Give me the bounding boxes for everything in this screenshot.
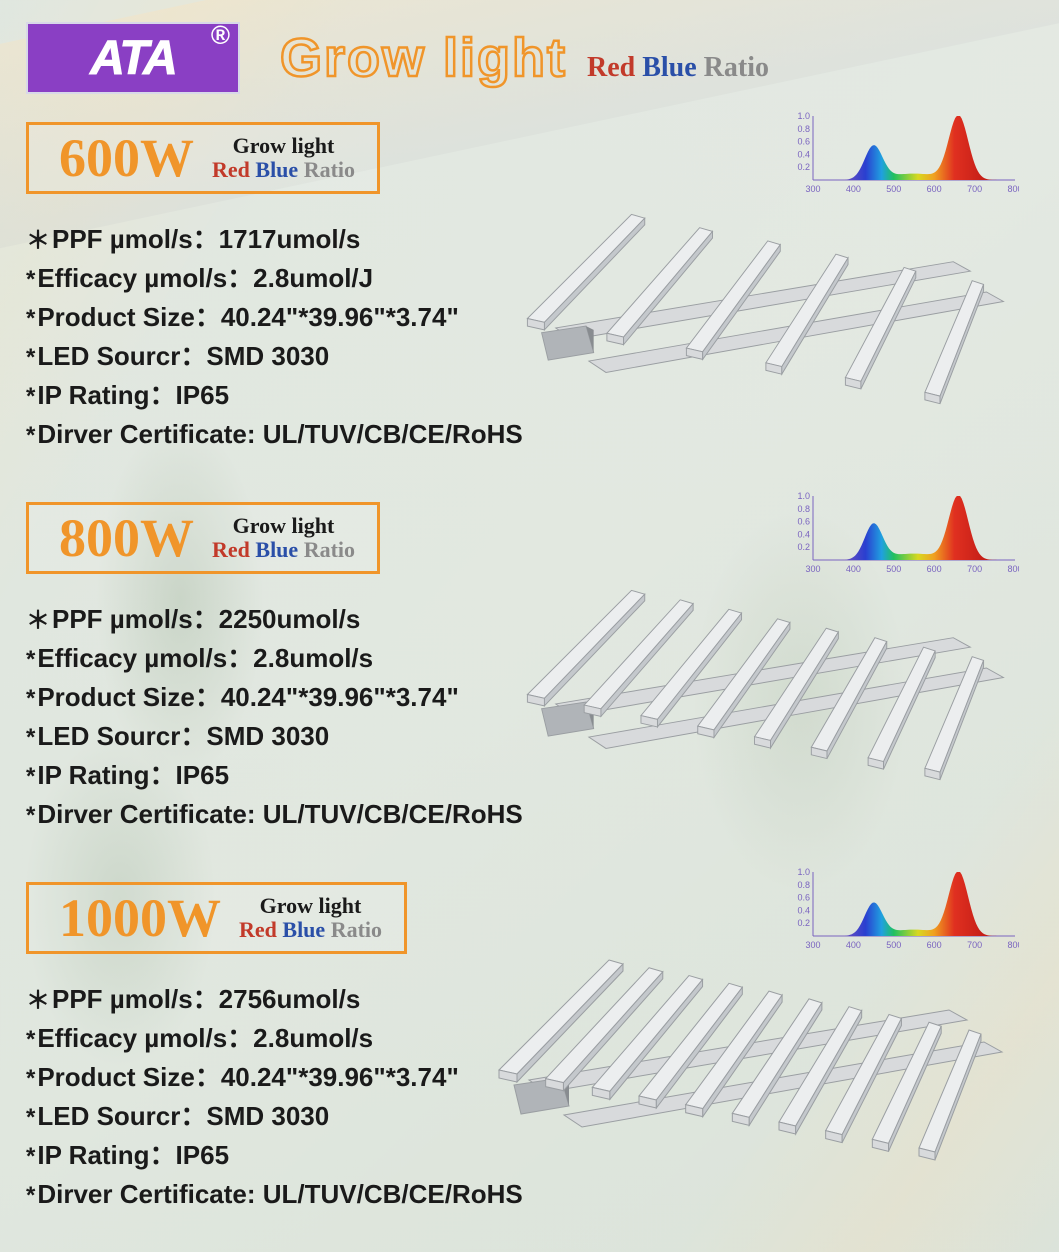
product-800w: 0.20.40.60.81.0300400500600700800: [0, 502, 1059, 862]
registered-mark: ®: [211, 20, 230, 51]
svg-text:0.4: 0.4: [797, 529, 810, 539]
svg-text:1.0: 1.0: [797, 112, 810, 121]
badge-grow-light: Grow light: [239, 894, 382, 918]
brand-logo-text: ATA: [90, 31, 176, 86]
product-600w: 0.20.40.60.81.0300400500600700800: [0, 122, 1059, 482]
spec-cert: *Dirver Certificate: UL/TUV/CB/CE/RoHS: [26, 415, 1059, 454]
svg-text:1.0: 1.0: [797, 492, 810, 501]
svg-text:0.8: 0.8: [797, 504, 810, 514]
svg-text:0.4: 0.4: [797, 149, 810, 159]
svg-text:0.4: 0.4: [797, 905, 810, 915]
product-1000w: 0.20.40.60.81.0300400500600700800: [0, 882, 1059, 1242]
svg-text:0.8: 0.8: [797, 124, 810, 134]
svg-text:0.8: 0.8: [797, 880, 810, 890]
header: ATA ® Grow light Red Blue Ratio: [0, 0, 1059, 94]
wattage-value: 1000W: [59, 891, 221, 945]
wattage-badge: 1000W Grow light Red Blue Ratio: [26, 882, 407, 954]
badge-red-blue-ratio: Red Blue Ratio: [212, 158, 355, 182]
svg-text:0.6: 0.6: [797, 137, 810, 147]
wattage-value: 600W: [59, 131, 194, 185]
wattage-badge: 800W Grow light Red Blue Ratio: [26, 502, 380, 574]
wattage-value: 800W: [59, 511, 194, 565]
spectrum-chart: 0.20.40.60.81.0300400500600700800: [789, 112, 1019, 194]
brand-logo: ATA ®: [26, 22, 240, 94]
badge-red-blue-ratio: Red Blue Ratio: [239, 918, 382, 942]
svg-text:0.2: 0.2: [797, 542, 810, 552]
spec-cert: *Dirver Certificate: UL/TUV/CB/CE/RoHS: [26, 795, 1059, 834]
svg-text:0.2: 0.2: [797, 162, 810, 172]
badge-grow-light: Grow light: [212, 134, 355, 158]
title-grow-light: Grow light: [280, 27, 567, 89]
badge-red-blue-ratio: Red Blue Ratio: [212, 538, 355, 562]
fixture-illustration: [499, 186, 1029, 416]
title-red-blue-ratio: Red Blue Ratio: [587, 52, 769, 84]
fixture-illustration: [469, 930, 1029, 1120]
badge-grow-light: Grow light: [212, 514, 355, 538]
svg-text:0.6: 0.6: [797, 893, 810, 903]
spec-cert: *Dirver Certificate: UL/TUV/CB/CE/RoHS: [26, 1175, 1059, 1214]
page-title: Grow light Red Blue Ratio: [280, 27, 769, 89]
wattage-badge: 600W Grow light Red Blue Ratio: [26, 122, 380, 194]
svg-text:0.2: 0.2: [797, 918, 810, 928]
fixture-illustration: [499, 562, 1029, 792]
svg-text:0.6: 0.6: [797, 517, 810, 527]
svg-text:1.0: 1.0: [797, 868, 810, 877]
